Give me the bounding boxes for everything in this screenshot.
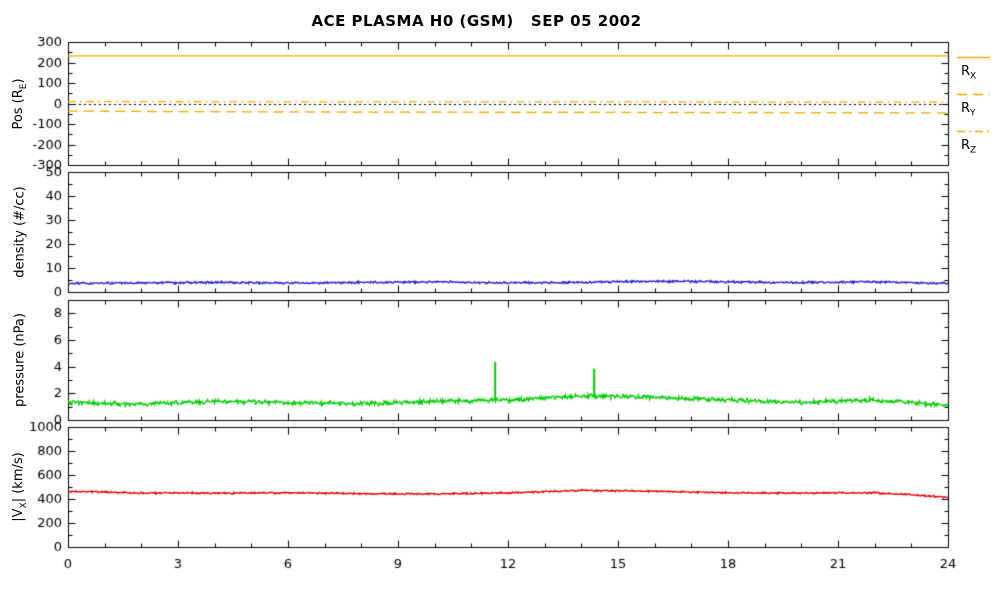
y-axis-label-pressure: pressure (nPa) (12, 313, 28, 407)
legend-item-rx: RX (961, 64, 977, 82)
y-axis-label-position: Pos (RE) (11, 78, 29, 130)
y-axis-label-density: density (#/cc) (12, 186, 28, 278)
legend-item-rz: RZ (961, 138, 977, 156)
y-axis-label-vx: |VX| (km/s) (11, 452, 29, 522)
legend-item-ry: RY (961, 101, 976, 119)
chart-title: ACE PLASMA H0 (GSM) SEP 05 2002 (311, 12, 642, 30)
